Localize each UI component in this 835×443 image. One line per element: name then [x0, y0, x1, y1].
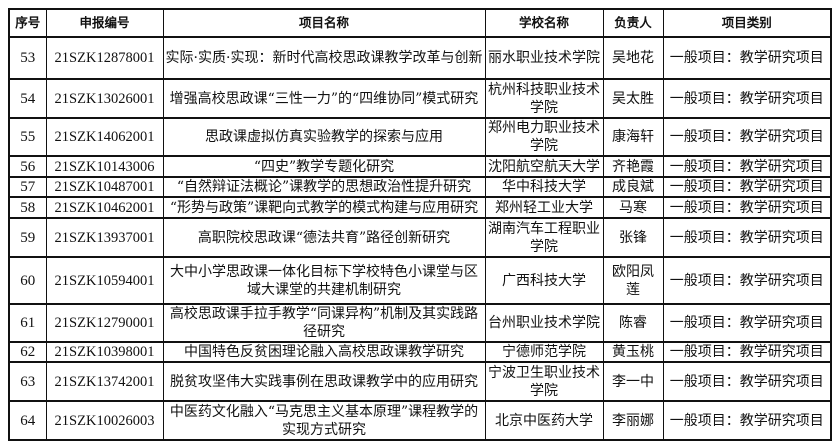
cell-school: 北京中医药大学 — [484, 400, 604, 441]
cell-leader: 康海轩 — [602, 117, 664, 157]
cell-school: 湖南汽车工程职业学院 — [484, 217, 604, 258]
header-leader: 负责人 — [602, 8, 664, 38]
cell-project: 思政课虚拟仿真实验教学的探索与应用 — [162, 117, 486, 157]
cell-category: 一般项目：教学研究项目 — [662, 36, 832, 80]
cell-project: “自然辩证法概论”课教学的思想政治性提升研究 — [162, 176, 486, 198]
cell-code: 21SZK10398001 — [45, 341, 164, 363]
cell-category: 一般项目：教学研究项目 — [662, 217, 832, 258]
cell-category: 一般项目：教学研究项目 — [662, 155, 832, 178]
cell-project: 中医药文化融入“马克思主义基本原理”课程教学的实现方式研究 — [162, 400, 486, 441]
cell-category: 一般项目：教学研究项目 — [662, 303, 832, 343]
cell-school: 郑州电力职业技术学院 — [484, 117, 604, 157]
cell-code: 21SZK12790001 — [45, 303, 164, 343]
cell-project: 高校思政课手拉手教学“同课异构”机制及其实践路径研究 — [162, 303, 486, 343]
header-category: 项目类别 — [662, 8, 832, 38]
cell-category: 一般项目：教学研究项目 — [662, 196, 832, 219]
table-row: 64 21SZK10026003 中医药文化融入“马克思主义基本原理”课程教学的实现… — [8, 400, 832, 441]
cell-leader: 马寒 — [602, 196, 664, 219]
table-row: 62 21SZK10398001 中国特色反贫困理论融入高校思政课教学研究 宁德师范学… — [8, 341, 832, 363]
cell-leader: 欧阳凤莲 — [602, 256, 664, 305]
header-code: 申报编号 — [45, 8, 164, 38]
cell-no: 58 — [8, 196, 47, 219]
cell-code: 21SZK12878001 — [45, 36, 164, 80]
table-row: 63 21SZK13742001 脱贫攻坚伟大实践事例在思政课教学中的应用研究 宁波卫… — [8, 361, 832, 402]
cell-leader: 齐艳霞 — [602, 155, 664, 178]
cell-leader: 张锋 — [602, 217, 664, 258]
table-row: 57 21SZK10487001 “自然辩证法概论”课教学的思想政治性提升研究 华中科… — [8, 176, 832, 198]
cell-code: 21SZK13742001 — [45, 361, 164, 402]
cell-code: 21SZK14062001 — [45, 117, 164, 157]
cell-school: 宁德师范学院 — [484, 341, 604, 363]
cell-no: 64 — [8, 400, 47, 441]
cell-category: 一般项目：教学研究项目 — [662, 361, 832, 402]
cell-category: 一般项目：教学研究项目 — [662, 400, 832, 441]
cell-project: 实际·实质·实现：新时代高校思政课教学改革与创新 — [162, 36, 486, 80]
cell-category: 一般项目：教学研究项目 — [662, 256, 832, 305]
cell-category: 一般项目：教学研究项目 — [662, 176, 832, 198]
table-row: 59 21SZK13937001 高职院校思政课“德法共育”路径创新研究 湖南汽车工程… — [8, 217, 832, 258]
cell-no: 57 — [8, 176, 47, 198]
header-school: 学校名称 — [484, 8, 604, 38]
header-project: 项目名称 — [162, 8, 486, 38]
cell-no: 63 — [8, 361, 47, 402]
table-row: 61 21SZK12790001 高校思政课手拉手教学“同课异构”机制及其实践路径研… — [8, 303, 832, 343]
cell-leader: 成良斌 — [602, 176, 664, 198]
cell-no: 54 — [8, 78, 47, 119]
cell-code: 21SZK10594001 — [45, 256, 164, 305]
cell-leader: 李丽娜 — [602, 400, 664, 441]
cell-category: 一般项目：教学研究项目 — [662, 117, 832, 157]
cell-school: 郑州轻工业大学 — [484, 196, 604, 219]
table-row: 60 21SZK10594001 大中小学思政课一体化目标下学校特色小课堂与区域大课… — [8, 256, 832, 305]
table-header-row: 序号 申报编号 项目名称 学校名称 负责人 项目类别 — [8, 8, 832, 38]
cell-no: 61 — [8, 303, 47, 343]
cell-project: 增强高校思政课“三性一力”的“四维协同”模式研究 — [162, 78, 486, 119]
cell-school: 杭州科技职业技术学院 — [484, 78, 604, 119]
cell-no: 53 — [8, 36, 47, 80]
cell-school: 沈阳航空航天大学 — [484, 155, 604, 178]
cell-no: 60 — [8, 256, 47, 305]
cell-project: 脱贫攻坚伟大实践事例在思政课教学中的应用研究 — [162, 361, 486, 402]
cell-school: 台州职业技术学院 — [484, 303, 604, 343]
cell-project: “四史”教学专题化研究 — [162, 155, 486, 178]
table-row: 54 21SZK13026001 增强高校思政课“三性一力”的“四维协同”模式研究杭… — [8, 78, 832, 119]
cell-school: 宁波卫生职业技术学院 — [484, 361, 604, 402]
cell-code: 21SZK13026001 — [45, 78, 164, 119]
cell-project: “形势与政策”课靶向式教学的模式构建与应用研究 — [162, 196, 486, 219]
table-row: 58 21SZK10462001 “形势与政策”课靶向式教学的模式构建与应用研究 郑州… — [8, 196, 832, 219]
cell-code: 21SZK13937001 — [45, 217, 164, 258]
table-row: 55 21SZK14062001 思政课虚拟仿真实验教学的探索与应用 郑州电力职业技术… — [8, 117, 832, 157]
cell-leader: 陈睿 — [602, 303, 664, 343]
cell-leader: 黄玉桃 — [602, 341, 664, 363]
header-no: 序号 — [8, 8, 47, 38]
cell-category: 一般项目：教学研究项目 — [662, 78, 832, 119]
cell-project: 大中小学思政课一体化目标下学校特色小课堂与区域大课堂的共建机制研究 — [162, 256, 486, 305]
cell-school: 丽水职业技术学院 — [484, 36, 604, 80]
table-row: 53 21SZK12878001 实际·实质·实现：新时代高校思政课教学改革与创新丽… — [8, 36, 832, 80]
cell-leader: 吴地花 — [602, 36, 664, 80]
cell-leader: 李一中 — [602, 361, 664, 402]
cell-project: 高职院校思政课“德法共育”路径创新研究 — [162, 217, 486, 258]
cell-code: 21SZK10462001 — [45, 196, 164, 219]
cell-code: 21SZK10143006 — [45, 155, 164, 178]
cell-project: 中国特色反贫困理论融入高校思政课教学研究 — [162, 341, 486, 363]
table-row: 56 21SZK10143006 “四史”教学专题化研究 沈阳航空航天大学 齐艳霞 一般项… — [8, 155, 832, 178]
cell-school: 华中科技大学 — [484, 176, 604, 198]
project-table: 序号 申报编号 项目名称 学校名称 负责人 项目类别 53 21SZK128780… — [8, 8, 832, 441]
cell-code: 21SZK10026003 — [45, 400, 164, 441]
cell-category: 一般项目：教学研究项目 — [662, 341, 832, 363]
cell-leader: 吴太胜 — [602, 78, 664, 119]
cell-no: 59 — [8, 217, 47, 258]
cell-school: 广西科技大学 — [484, 256, 604, 305]
cell-code: 21SZK10487001 — [45, 176, 164, 198]
cell-no: 55 — [8, 117, 47, 157]
cell-no: 56 — [8, 155, 47, 178]
cell-no: 62 — [8, 341, 47, 363]
